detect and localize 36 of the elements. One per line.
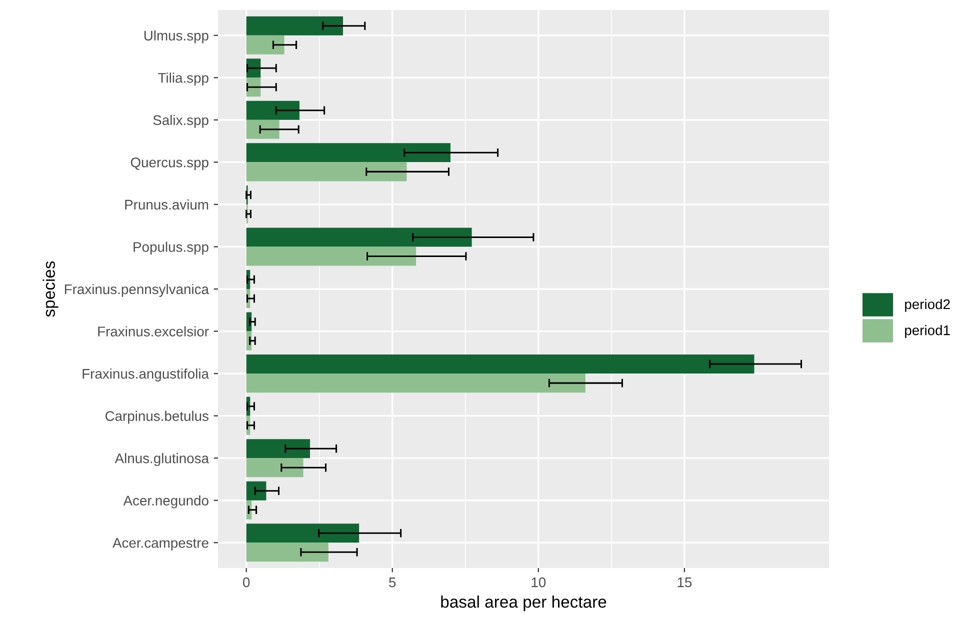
x-tick-label: 10 [532, 577, 546, 588]
legend-label: period1 [905, 325, 950, 338]
bar [246, 16, 344, 36]
x-tick-label: 5 [389, 578, 396, 588]
y-tick-label: Populus.spp [134, 242, 208, 255]
y-tick-label: Prunus.avium [125, 199, 208, 210]
bar [246, 246, 416, 266]
y-tick-label: Ulmus.spp [144, 30, 208, 44]
y-tick-label: Salix.spp [153, 114, 208, 128]
bar [246, 458, 304, 478]
legend-label: period2 [905, 298, 950, 312]
bar [246, 481, 266, 500]
bar [246, 120, 280, 139]
x-tick-label: 15 [678, 578, 692, 588]
y-tick-label: Alnus.glutinosa [114, 453, 209, 466]
y-axis-title: species [42, 261, 58, 317]
y-tick-label: Acer.negundo [123, 495, 208, 508]
x-axis-title: basal area per hectare [441, 596, 606, 612]
x-tick-label: 0 [243, 577, 250, 588]
bar [246, 35, 284, 54]
y-tick-label: Fraxinus.excelsior [98, 326, 209, 336]
y-tick-label: Acer.campestre [112, 538, 208, 551]
bar [246, 354, 754, 374]
bar [246, 143, 450, 162]
y-tick-label: Tilia.spp [158, 72, 208, 86]
y-tick-label: Fraxinus.pennsylvanica [64, 284, 209, 297]
bar [246, 439, 310, 458]
bar [246, 100, 300, 120]
bar [246, 374, 586, 393]
bar [246, 228, 472, 247]
bar [246, 524, 360, 543]
bar [246, 542, 328, 562]
y-tick-label: Quercus.spp [130, 158, 208, 170]
bar [246, 162, 407, 182]
y-tick-label: Fraxinus.angustifolia [82, 368, 209, 382]
y-tick-label: Carpinus.betulus [105, 410, 208, 424]
